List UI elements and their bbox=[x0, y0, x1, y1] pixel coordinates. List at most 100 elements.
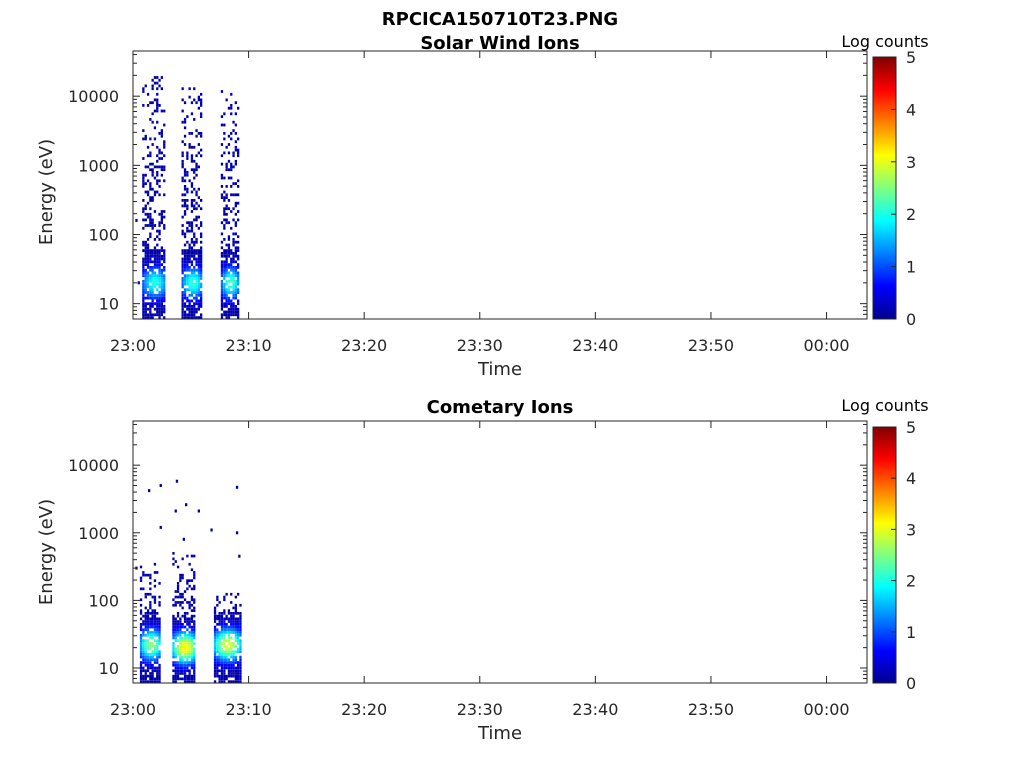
heatmap-cell bbox=[149, 647, 152, 651]
heatmap-cell bbox=[158, 650, 161, 653]
heatmap-cell bbox=[153, 210, 157, 213]
heatmap-cell bbox=[186, 288, 189, 292]
heatmap-cell bbox=[144, 592, 147, 596]
heatmap-cell bbox=[193, 145, 196, 149]
heatmap-cell bbox=[149, 101, 152, 105]
heatmap-cell bbox=[200, 316, 203, 319]
heatmap-cell bbox=[160, 277, 163, 280]
heatmap-cell bbox=[190, 190, 194, 194]
heatmap-cell bbox=[149, 620, 152, 623]
heatmap-cell bbox=[193, 628, 196, 632]
heatmap-cell bbox=[193, 266, 196, 269]
heatmap-cell bbox=[225, 653, 228, 656]
heatmap-cell bbox=[193, 606, 196, 610]
x-axis-label: Time bbox=[477, 359, 522, 380]
heatmap-cell bbox=[153, 176, 157, 180]
heatmap-cell bbox=[186, 316, 189, 319]
heatmap-cell bbox=[146, 291, 150, 294]
heatmap-cell bbox=[200, 305, 203, 308]
heatmap-cell bbox=[146, 316, 150, 319]
heatmap-cell bbox=[227, 658, 231, 662]
heatmap-cell bbox=[186, 601, 189, 604]
heatmap-cell bbox=[186, 582, 189, 585]
heatmap-cell bbox=[220, 176, 224, 180]
heatmap-cell bbox=[200, 254, 203, 258]
heatmap-cell bbox=[227, 263, 231, 266]
heatmap-cell bbox=[227, 617, 231, 621]
heatmap-cell bbox=[172, 669, 175, 673]
heatmap-cell bbox=[144, 663, 147, 667]
heatmap-cell bbox=[232, 151, 235, 155]
heatmap-cell bbox=[146, 243, 150, 247]
heatmap-cell bbox=[188, 249, 191, 252]
heatmap-cell bbox=[153, 165, 157, 169]
heatmap-cell bbox=[160, 168, 163, 172]
heatmap-cell bbox=[227, 647, 231, 651]
heatmap-cell bbox=[232, 302, 235, 306]
heatmap-cell bbox=[149, 302, 152, 306]
heatmap-cell bbox=[163, 145, 166, 149]
heatmap-cell bbox=[158, 185, 161, 188]
heatmap-cell bbox=[181, 296, 184, 300]
heatmap-cell bbox=[220, 633, 224, 637]
heatmap-cell bbox=[188, 95, 191, 99]
heatmap-cell bbox=[149, 185, 152, 188]
heatmap-cell bbox=[213, 672, 217, 675]
heatmap-cell bbox=[220, 663, 224, 667]
heatmap-cell bbox=[181, 644, 184, 648]
heatmap-cell bbox=[183, 249, 187, 252]
heatmap-cell bbox=[190, 579, 194, 582]
heatmap-cell bbox=[230, 674, 233, 678]
heatmap-cell bbox=[195, 277, 198, 280]
heatmap-cell bbox=[230, 592, 233, 596]
heatmap-cell bbox=[230, 601, 233, 604]
heatmap-cell bbox=[225, 288, 228, 292]
heatmap-cell bbox=[190, 663, 194, 667]
heatmap-cell bbox=[200, 302, 203, 306]
heatmap-cell bbox=[176, 565, 180, 569]
heatmap-cell bbox=[156, 650, 159, 653]
heatmap-cell bbox=[213, 633, 217, 637]
heatmap-cell bbox=[232, 658, 235, 662]
heatmap-cell bbox=[234, 628, 237, 632]
heatmap-cell bbox=[230, 185, 233, 188]
heatmap-cell bbox=[234, 291, 237, 294]
heatmap-cell bbox=[220, 279, 224, 283]
heatmap-cell bbox=[218, 631, 221, 634]
heatmap-cell bbox=[216, 603, 219, 607]
heatmap-cell bbox=[151, 663, 154, 667]
heatmap-cell bbox=[234, 310, 237, 314]
heatmap-cell bbox=[195, 215, 198, 219]
heatmap-cell bbox=[158, 603, 161, 607]
heatmap-cell bbox=[237, 623, 240, 626]
heatmap-cell bbox=[227, 221, 231, 225]
heatmap-cell bbox=[193, 576, 196, 580]
heatmap-cell bbox=[149, 274, 152, 278]
heatmap-cell bbox=[223, 282, 226, 286]
heatmap-cell bbox=[237, 592, 240, 596]
heatmap-cell bbox=[186, 115, 189, 118]
heatmap-cell bbox=[232, 288, 235, 292]
heatmap-cell bbox=[223, 260, 226, 264]
heatmap-cell bbox=[139, 650, 143, 653]
heatmap-cell bbox=[158, 680, 161, 683]
heatmap-cell bbox=[175, 479, 179, 483]
heatmap-cell bbox=[156, 159, 159, 163]
heatmap-cell bbox=[153, 257, 157, 261]
heatmap-cell bbox=[142, 279, 145, 283]
heatmap-cell bbox=[151, 313, 154, 317]
heatmap-cell bbox=[225, 196, 228, 199]
heatmap-cell bbox=[220, 123, 224, 127]
heatmap-cell bbox=[149, 677, 152, 681]
heatmap-cell bbox=[234, 650, 237, 653]
heatmap-cell bbox=[181, 263, 184, 266]
heatmap-cell bbox=[183, 143, 187, 146]
heatmap-cell bbox=[216, 617, 219, 621]
heatmap-cell bbox=[223, 123, 226, 127]
heatmap-cell bbox=[232, 291, 235, 294]
heatmap-cell bbox=[158, 677, 161, 681]
heatmap-cell bbox=[158, 291, 161, 294]
heatmap-cell bbox=[193, 310, 196, 314]
heatmap-cell bbox=[172, 653, 175, 656]
